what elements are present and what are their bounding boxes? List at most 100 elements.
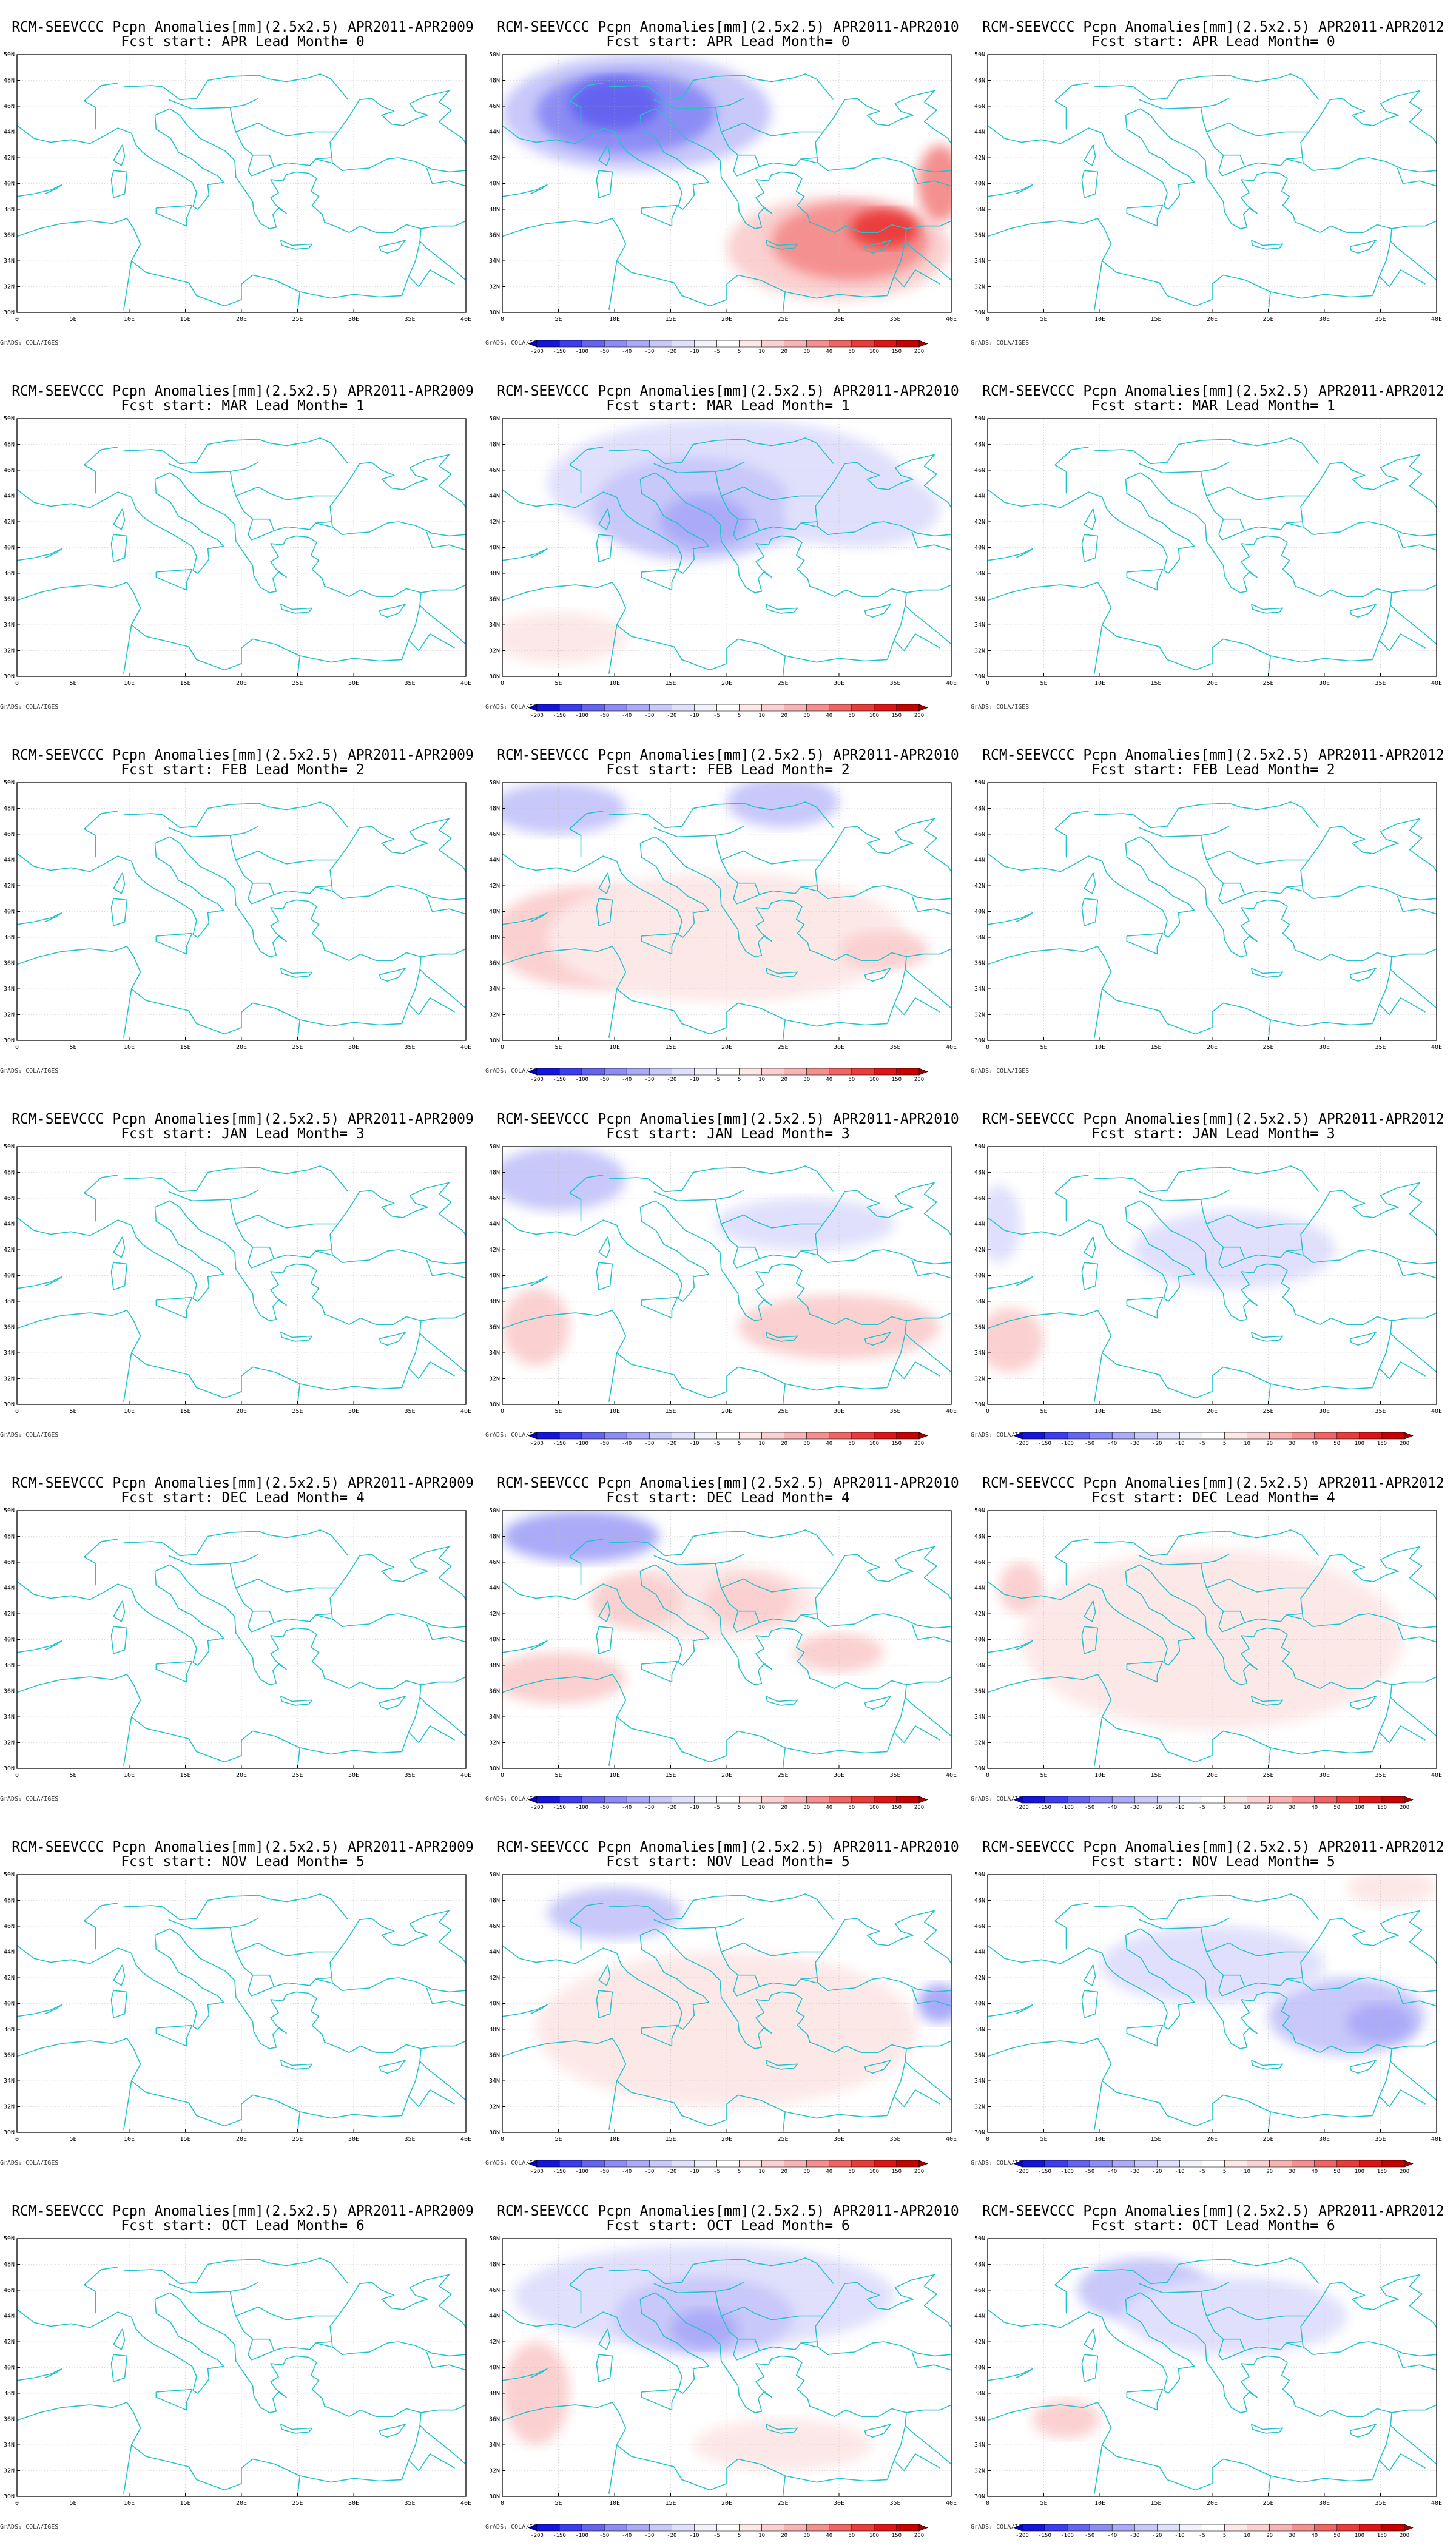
coastline	[715, 1199, 817, 1259]
coastline	[721, 850, 755, 861]
colorbar-swatch	[581, 704, 605, 712]
coastline	[84, 83, 118, 130]
lat-tick-label: 30N	[489, 673, 500, 680]
coastline	[1390, 2061, 1437, 2101]
lat-tick-label: 46N	[974, 103, 985, 110]
lat-tick-label: 36N	[489, 596, 500, 603]
lon-tick-label: 40E	[946, 2136, 957, 2143]
lon-tick-label: 40E	[460, 2136, 471, 2143]
lat-tick-label: 32N	[489, 1012, 500, 1019]
lat-tick-label: 30N	[4, 1765, 15, 1772]
coastline	[16, 1200, 422, 1388]
coastline	[1200, 2291, 1303, 2351]
panel-subtitle: Fcst start: OCT Lead Month= 6	[121, 2218, 365, 2234]
lon-tick-label: 15E	[1150, 1408, 1161, 1415]
coastline	[815, 1546, 952, 1629]
lat-tick-label: 46N	[974, 467, 985, 474]
coastline	[596, 534, 613, 562]
coastline	[168, 826, 259, 838]
coastline	[1251, 2424, 1284, 2434]
colorbar-swatch	[1111, 2160, 1135, 2168]
colorbar-swatch	[1359, 2160, 1383, 2168]
lon-tick-label: 20E	[1207, 1044, 1218, 1051]
coastline	[1240, 1585, 1309, 1592]
lon-tick-label: 20E	[1207, 680, 1218, 687]
panel-subtitle: Fcst start: MAR Lead Month= 1	[121, 398, 365, 414]
coastline	[1240, 129, 1309, 136]
map-panel: RCM-SEEVCCC Pcpn Anomalies[mm](2.5x2.5) …	[485, 364, 971, 728]
lat-tick-label: 38N	[489, 2390, 500, 2397]
coastline	[315, 1614, 332, 1620]
colorbar-label: 20	[781, 713, 787, 719]
coastline	[1286, 1250, 1303, 1256]
colorbar-swatch	[1404, 1432, 1414, 1440]
coastline	[269, 857, 339, 864]
coastline	[715, 835, 817, 895]
coastline	[1391, 2040, 1437, 2049]
colorbar-swatch	[1044, 1796, 1068, 1804]
map-panel: RCM-SEEVCCC Pcpn Anomalies[mm](2.5x2.5) …	[485, 0, 971, 364]
coastline	[419, 1333, 467, 1373]
lat-tick-label: 40N	[489, 181, 500, 187]
coastline	[269, 493, 339, 500]
coastline	[721, 2306, 755, 2317]
lon-tick-label: 15E	[180, 1408, 190, 1415]
colorbar-swatch	[874, 704, 897, 712]
colorbar-swatch	[1157, 1796, 1180, 1804]
colorbar-label: 100	[1355, 2169, 1364, 2175]
map-panel: RCM-SEEVCCC Pcpn Anomalies[mm](2.5x2.5) …	[0, 1092, 485, 1456]
lon-tick-label: 20E	[721, 2500, 732, 2507]
coastline	[1054, 447, 1089, 494]
lon-tick-label: 40E	[460, 1408, 471, 1415]
colorbar-swatch	[1314, 2524, 1338, 2532]
lon-tick-label: 25E	[1262, 2500, 1273, 2507]
lat-tick-label: 44N	[974, 1221, 985, 1228]
coastline	[1397, 1259, 1437, 1279]
lat-tick-label: 46N	[489, 1195, 500, 1202]
coastline	[229, 1927, 332, 1987]
colorbar-swatch	[1247, 2524, 1270, 2532]
lon-tick-label: 25E	[1262, 2136, 1273, 2143]
coastline	[1391, 584, 1437, 593]
coastline	[782, 2111, 786, 2133]
lat-tick-label: 36N	[4, 2052, 15, 2059]
coastline	[408, 1361, 455, 1380]
coastline	[1267, 1019, 1271, 1041]
lon-tick-label: 40E	[1431, 2136, 1442, 2143]
colorbar-swatch	[1013, 1432, 1023, 1440]
lat-tick-label: 34N	[4, 2442, 15, 2449]
coastline	[280, 604, 313, 614]
coastline	[596, 1262, 613, 1290]
colorbar-label: -40	[622, 713, 632, 719]
panel-subtitle: Fcst start: FEB Lead Month= 2	[121, 762, 365, 778]
map-panel: RCM-SEEVCCC Pcpn Anomalies[mm](2.5x2.5) …	[971, 2184, 1456, 2548]
coastline	[911, 2351, 952, 2371]
lat-tick-label: 44N	[489, 493, 500, 500]
colorbar: -200 -150 -100 -50 -40 -30 -20 -10 -5 5 10 20 30 40 50…	[528, 1068, 928, 1083]
colorbar-label: -10	[689, 1805, 699, 1811]
colorbar-swatch	[1022, 2524, 1045, 2532]
colorbar-label: -50	[599, 713, 609, 719]
anomaly-region	[1033, 2399, 1100, 2439]
lat-tick-label: 36N	[4, 960, 15, 967]
lat-tick-label: 32N	[4, 1012, 15, 1019]
colorbar-swatch	[918, 2160, 928, 2168]
coastline	[569, 447, 604, 494]
lon-tick-label: 0	[986, 2136, 989, 2143]
colorbar-label: 150	[892, 713, 902, 719]
panel-title: RCM-SEEVCCC Pcpn Anomalies[mm](2.5x2.5) …	[12, 2203, 474, 2219]
colorbar-swatch	[1359, 1432, 1383, 1440]
lon-tick-label: 5E	[1040, 680, 1047, 687]
map-canvas: 0 5E 10E 15E 20E 25E 30E 35E 40E 30N 32N 34N 36N 38N 4…	[974, 416, 1442, 687]
lon-tick-label: 40E	[946, 680, 957, 687]
coastline	[329, 2274, 467, 2357]
panel-subtitle: Fcst start: DEC Lead Month= 4	[121, 1490, 365, 1506]
coastline	[269, 2313, 339, 2320]
coastline	[608, 73, 834, 101]
lon-tick-label: 25E	[292, 1408, 303, 1415]
coastline	[766, 604, 798, 614]
coastline	[906, 2404, 952, 2413]
coastline	[766, 1332, 798, 1342]
lon-tick-label: 5E	[554, 316, 562, 323]
colorbar-label: 150	[1377, 2533, 1387, 2539]
